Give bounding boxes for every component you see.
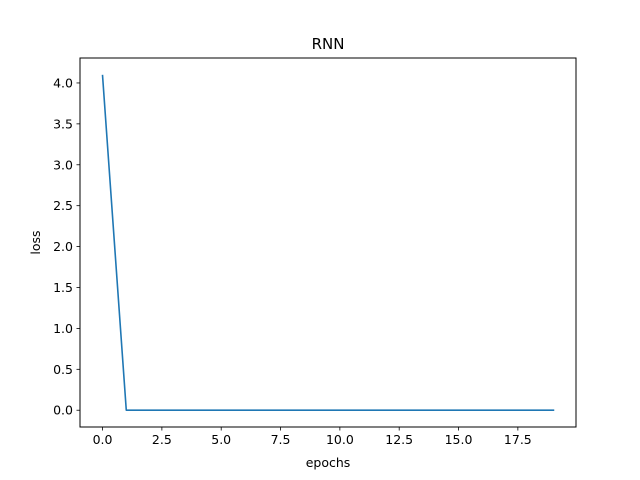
x-tick-label: 2.5: [152, 432, 172, 447]
axes-frame: [79, 57, 577, 428]
y-tick-label: 3.0: [53, 157, 73, 172]
y-tick-label: 1.5: [53, 280, 73, 295]
x-tick-label: 0.0: [93, 432, 113, 447]
x-tick-label: 10.0: [326, 432, 354, 447]
chart-title: RNN: [312, 35, 345, 53]
y-tick-label: 1.0: [53, 321, 73, 336]
y-axis-label: loss: [28, 230, 43, 254]
x-tick-label: 15.0: [445, 432, 473, 447]
y-tick-label: 2.0: [53, 239, 73, 254]
y-tick-label: 0.5: [53, 362, 73, 377]
plot-area: 0.0 2.5 5.0 7.5 10.0 12.5 15.0 17.5 0.0 0.5 1.0 1.5…: [53, 74, 555, 447]
loss-series-line: [101, 74, 555, 412]
y-tick-label: 4.0: [53, 75, 73, 90]
x-axis-label: epochs: [306, 455, 351, 470]
x-tick-label: 17.5: [504, 432, 532, 447]
y-tick-label: 3.5: [53, 116, 73, 131]
y-tick-label: 0.0: [53, 403, 73, 418]
y-tick-label: 2.5: [53, 198, 73, 213]
x-tick-label: 5.0: [211, 432, 231, 447]
x-tick-label: 7.5: [271, 432, 291, 447]
x-tick-label: 12.5: [385, 432, 413, 447]
